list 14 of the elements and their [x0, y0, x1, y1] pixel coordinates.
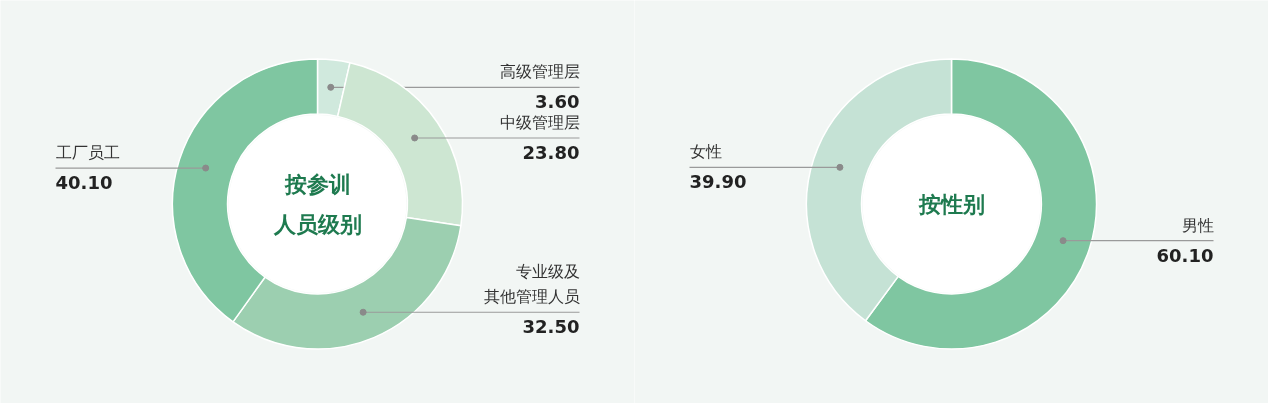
slice-label: 女性	[689, 142, 722, 162]
data-label: 32.50	[522, 316, 580, 338]
data-label: 60.10	[1156, 244, 1214, 266]
data-label: 40.10	[55, 172, 113, 194]
data-label: 23.80	[522, 141, 580, 163]
slice-label: 工厂员工	[55, 143, 120, 163]
slice-label: 中级管理层	[499, 112, 580, 132]
slice-label: 男性	[1181, 215, 1214, 235]
text: 按参训人员级别	[272, 171, 362, 237]
text: 按性别	[917, 191, 985, 217]
slice-label: 高级管理层	[499, 62, 580, 82]
data-label: 39.90	[689, 171, 747, 193]
data-label: 3.60	[535, 91, 580, 113]
slice-label: 专业级及其他管理人员	[483, 261, 580, 307]
